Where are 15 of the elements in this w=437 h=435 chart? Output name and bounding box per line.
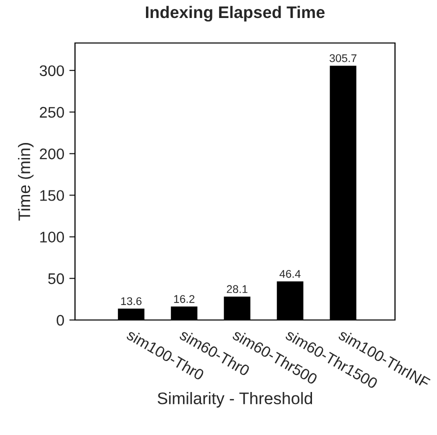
data-label: 13.6: [121, 297, 142, 306]
y-tick-label: 50: [48, 273, 64, 284]
data-label: 305.7: [330, 54, 356, 62]
data-label: 46.4: [280, 270, 301, 278]
data-label: 28.1: [226, 285, 248, 294]
data-label: 16.2: [174, 295, 194, 303]
y-tick-label: 300: [40, 65, 64, 76]
y-tick-label: 200: [40, 148, 64, 160]
y-axis-title: Time (min): [18, 143, 34, 221]
y-tick-label: 0: [56, 314, 64, 326]
y-tick-label: 150: [40, 190, 64, 201]
y-tick-label: 100: [40, 232, 64, 243]
y-tick-label: 250: [40, 106, 64, 118]
chart-title: Indexing Elapsed Time: [146, 6, 325, 22]
x-axis-title: Similarity - Threshold: [158, 392, 312, 408]
